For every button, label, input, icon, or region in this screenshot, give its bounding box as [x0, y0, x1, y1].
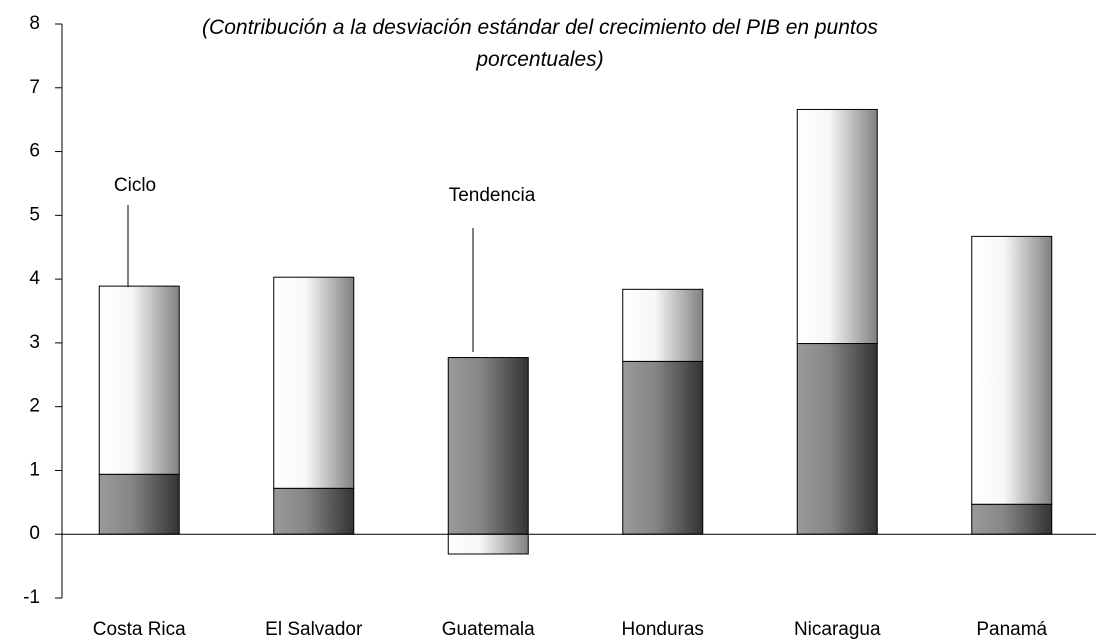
bar-segment — [622, 288, 704, 362]
bar-segment — [273, 276, 355, 489]
bar-segment — [98, 285, 180, 475]
y-tick-label: 2 — [29, 396, 40, 417]
bar-segment — [971, 503, 1053, 535]
y-tick-label: -1 — [23, 587, 40, 608]
bar-segment — [971, 235, 1053, 505]
bar-segment — [796, 343, 878, 535]
bar-segment — [796, 108, 878, 345]
bar-segment — [622, 360, 704, 535]
y-tick-label: 7 — [29, 77, 40, 98]
y-tick-label: 4 — [29, 268, 40, 289]
y-tick-label: 1 — [29, 459, 40, 480]
x-tick-label: Honduras — [622, 619, 704, 640]
x-tick-label: El Salvador — [265, 619, 363, 640]
chart-title: (Contribución a la desviación estándar d… — [202, 16, 878, 71]
y-tick-label: 0 — [29, 523, 40, 544]
annotation: Tendencia — [449, 185, 536, 206]
x-tick-label: Nicaragua — [794, 619, 881, 640]
y-tick-label: 3 — [29, 332, 40, 353]
y-tick-label: 5 — [29, 204, 40, 225]
bar-segment — [98, 473, 180, 535]
bar-segment — [447, 357, 529, 535]
y-tick-label: 6 — [29, 141, 40, 162]
x-tick-label: Panamá — [976, 619, 1047, 640]
bar-segment — [273, 487, 355, 535]
y-tick-label: 8 — [29, 13, 40, 34]
annotation: Ciclo — [114, 175, 156, 196]
x-tick-label: Costa Rica — [93, 619, 186, 640]
bar-segment — [447, 533, 529, 555]
x-tick-label: Guatemala — [442, 619, 535, 640]
